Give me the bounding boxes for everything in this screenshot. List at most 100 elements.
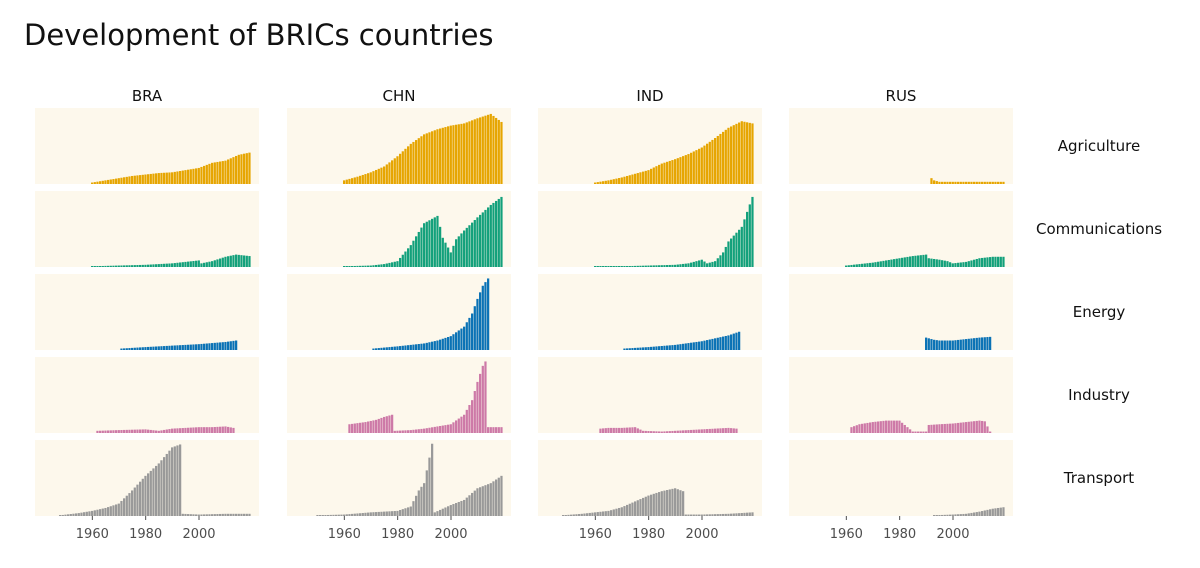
bar-bra-agriculture <box>165 172 168 184</box>
bar-chn-transport <box>393 511 396 516</box>
bar-ind-communications <box>687 263 690 267</box>
bar-chn-agriculture <box>383 166 386 184</box>
bar-bra-transport <box>61 514 64 516</box>
bar-rus-communications <box>845 265 848 267</box>
bar-ind-industry <box>602 428 605 433</box>
bar-ind-agriculture <box>628 175 631 184</box>
bar-chn-agriculture <box>375 169 378 184</box>
bar-chn-communications <box>420 227 423 267</box>
bar-chn-communications <box>383 264 386 267</box>
bar-bra-energy <box>139 347 142 350</box>
bar-rus-communications <box>970 260 973 267</box>
bar-rus-communications <box>967 261 970 267</box>
bar-bra-agriculture <box>168 172 171 184</box>
facet-label-chn: CHN <box>383 87 416 105</box>
bar-chn-industry <box>388 415 391 433</box>
bar-ind-agriculture <box>695 150 698 184</box>
bar-bra-communications <box>139 264 142 267</box>
bar-chn-communications <box>351 266 354 267</box>
bar-bra-industry <box>125 429 128 433</box>
bar-rus-agriculture <box>997 181 1000 184</box>
bar-rus-industry <box>874 421 877 433</box>
bar-rus-transport <box>959 514 962 516</box>
bar-ind-transport <box>575 514 578 516</box>
bar-chn-agriculture <box>455 124 458 184</box>
bar-bra-communications <box>133 265 136 267</box>
bar-chn-agriculture <box>367 173 370 184</box>
bar-ind-agriculture <box>732 125 735 184</box>
bar-chn-communications <box>495 200 498 267</box>
bar-bra-agriculture <box>203 165 206 184</box>
bar-ind-communications <box>708 262 711 267</box>
bar-rus-communications <box>861 263 864 267</box>
bar-ind-energy <box>738 331 741 350</box>
bar-bra-transport <box>224 513 227 516</box>
bar-chn-agriculture <box>409 143 412 184</box>
bar-chn-agriculture <box>479 117 482 184</box>
bar-chn-transport <box>388 511 391 516</box>
bar-bra-agriculture <box>245 153 248 184</box>
bar-rus-communications <box>930 258 933 267</box>
bar-bra-transport <box>216 514 219 516</box>
bar-chn-agriculture <box>385 164 388 184</box>
bar-ind-transport <box>698 514 701 516</box>
bar-ind-transport <box>623 506 626 516</box>
bar-rus-transport <box>954 514 957 516</box>
bar-bra-agriculture <box>136 175 139 184</box>
bar-bra-transport <box>69 514 72 516</box>
bar-bra-transport <box>211 514 214 516</box>
bar-bra-transport <box>221 513 224 516</box>
bar-chn-transport <box>420 486 423 516</box>
bar-bra-transport <box>117 503 120 516</box>
bar-ind-agriculture <box>660 163 663 184</box>
bar-bra-communications <box>227 256 230 267</box>
bar-ind-industry <box>652 431 655 433</box>
bar-chn-transport <box>364 512 367 516</box>
bar-ind-communications <box>748 204 751 267</box>
bar-bra-energy <box>213 342 216 350</box>
bar-ind-communications <box>655 265 658 267</box>
bar-bra-energy <box>136 347 139 350</box>
bar-chn-transport <box>369 512 372 516</box>
bar-rus-agriculture <box>1002 181 1005 184</box>
bar-bra-transport <box>165 453 168 516</box>
bar-ind-energy <box>724 335 727 350</box>
bar-bra-transport <box>112 505 115 516</box>
bar-chn-industry <box>433 426 436 433</box>
bar-rus-transport <box>935 515 938 516</box>
panel-bra-transport <box>35 440 259 516</box>
bar-ind-communications <box>660 265 663 268</box>
bar-chn-transport <box>479 487 482 516</box>
bar-bra-communications <box>152 264 155 267</box>
bar-bra-energy <box>168 345 171 350</box>
bar-ind-energy <box>671 345 674 350</box>
bar-ind-industry <box>618 427 621 433</box>
bar-rus-industry <box>970 421 973 433</box>
panel-chn-communications <box>287 191 511 267</box>
bar-bra-agriculture <box>93 182 96 184</box>
bar-bra-transport <box>128 493 131 516</box>
bar-ind-transport <box>703 514 706 516</box>
bar-chn-transport <box>449 505 452 516</box>
bar-rus-communications <box>983 257 986 267</box>
bar-bra-transport <box>160 460 163 516</box>
bar-ind-industry <box>732 428 735 433</box>
bar-rus-communications <box>893 259 896 267</box>
bar-ind-energy <box>626 348 629 350</box>
bar-ind-transport <box>618 507 621 516</box>
bar-bra-communications <box>211 261 214 267</box>
bar-ind-communications <box>623 266 626 267</box>
panel-rus-communications <box>789 191 1013 267</box>
bar-bra-communications <box>200 263 203 267</box>
bar-bra-transport <box>189 514 192 516</box>
bar-bra-industry <box>128 429 131 433</box>
bar-chn-agriculture <box>345 179 348 184</box>
bar-ind-agriculture <box>671 160 674 184</box>
bar-bra-industry <box>160 430 163 433</box>
bar-ind-transport <box>599 511 602 516</box>
bar-chn-transport <box>327 514 330 516</box>
bar-chn-industry <box>463 414 466 433</box>
bar-chn-agriculture <box>457 124 460 184</box>
bar-bra-industry <box>232 427 235 433</box>
bar-chn-agriculture <box>447 126 450 184</box>
